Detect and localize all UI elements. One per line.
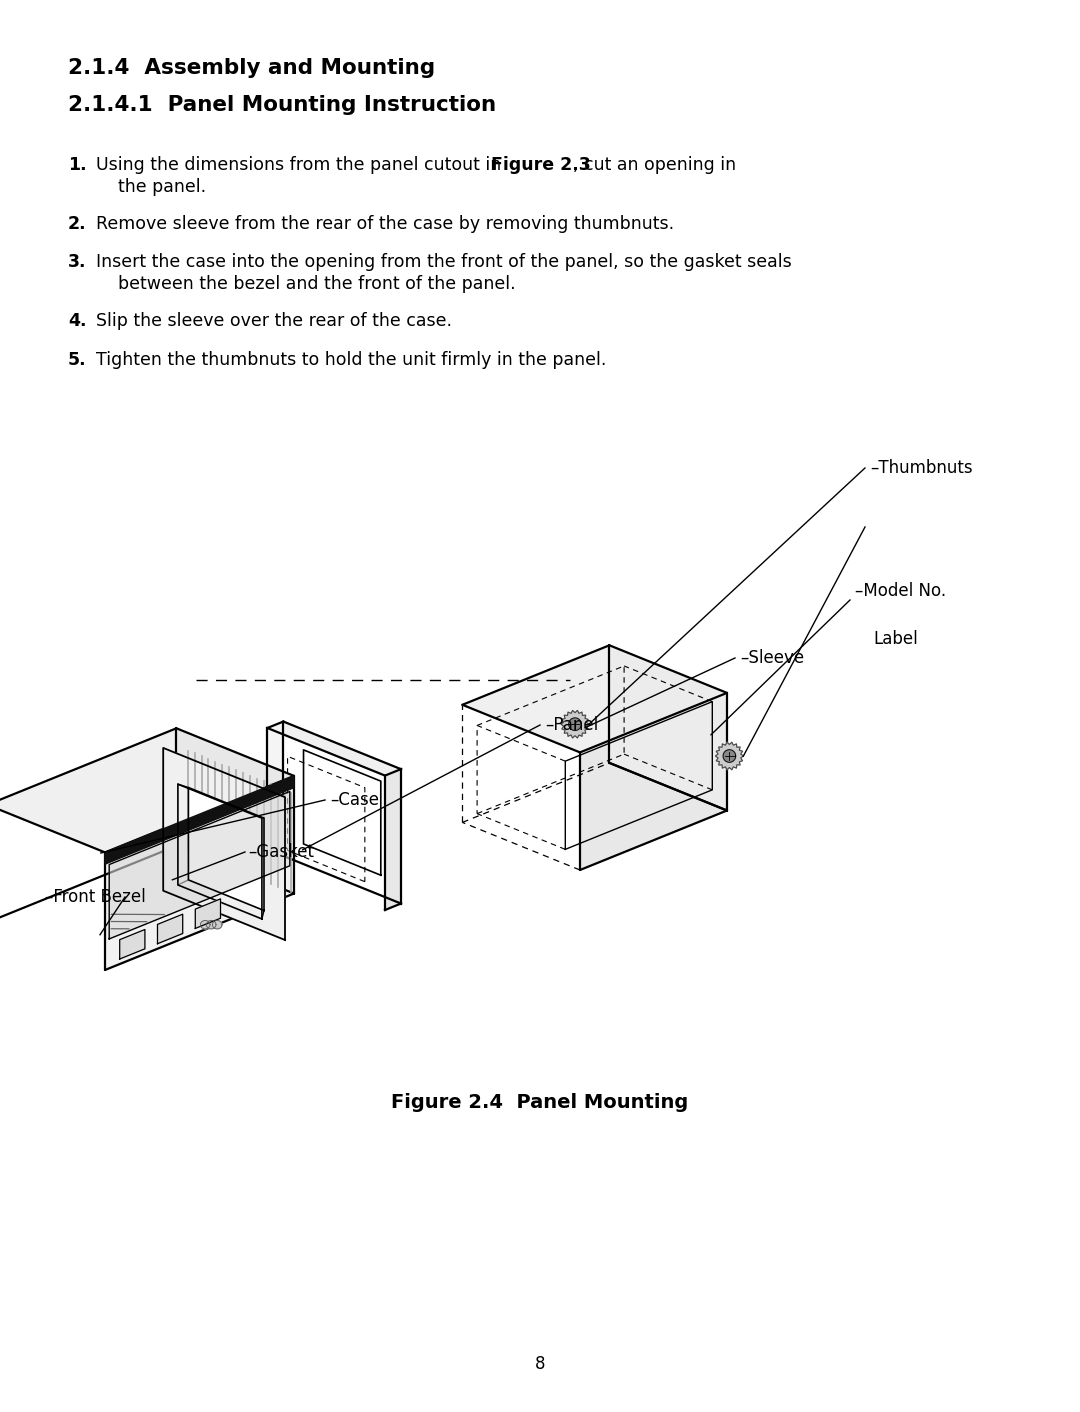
Text: Using the dimensions from the panel cutout in: Using the dimensions from the panel cuto… bbox=[96, 155, 507, 174]
Polygon shape bbox=[206, 921, 216, 929]
Text: 2.1.4.1  Panel Mounting Instruction: 2.1.4.1 Panel Mounting Instruction bbox=[68, 95, 496, 114]
Text: –Sleeve: –Sleeve bbox=[740, 650, 805, 666]
Text: Remove sleeve from the rear of the case by removing thumbnuts.: Remove sleeve from the rear of the case … bbox=[96, 215, 674, 233]
Polygon shape bbox=[724, 750, 735, 762]
Text: between the bezel and the front of the panel.: between the bezel and the front of the p… bbox=[118, 275, 515, 294]
Polygon shape bbox=[384, 770, 401, 909]
Polygon shape bbox=[0, 729, 294, 853]
Polygon shape bbox=[188, 788, 264, 911]
Polygon shape bbox=[163, 748, 285, 940]
Text: 3.: 3. bbox=[68, 253, 86, 271]
Text: –Thumbnuts: –Thumbnuts bbox=[870, 459, 973, 477]
Polygon shape bbox=[105, 777, 294, 970]
Polygon shape bbox=[213, 921, 222, 929]
Polygon shape bbox=[268, 722, 283, 863]
Text: Tighten the thumbnuts to hold the unit firmly in the panel.: Tighten the thumbnuts to hold the unit f… bbox=[96, 352, 606, 369]
Polygon shape bbox=[201, 921, 210, 929]
Text: the panel.: the panel. bbox=[118, 178, 206, 196]
Text: 8: 8 bbox=[535, 1356, 545, 1372]
Text: –Front Bezel: –Front Bezel bbox=[45, 888, 146, 907]
Text: 4.: 4. bbox=[68, 312, 86, 330]
Text: –Panel: –Panel bbox=[545, 716, 598, 734]
Polygon shape bbox=[715, 743, 743, 770]
Text: Slip the sleeve over the rear of the case.: Slip the sleeve over the rear of the cas… bbox=[96, 312, 453, 330]
Polygon shape bbox=[609, 645, 727, 810]
Polygon shape bbox=[158, 914, 183, 943]
Polygon shape bbox=[109, 792, 289, 939]
Polygon shape bbox=[120, 929, 145, 959]
Text: –Case: –Case bbox=[330, 791, 379, 809]
Text: 1.: 1. bbox=[68, 155, 86, 174]
Polygon shape bbox=[268, 722, 401, 775]
Text: 2.: 2. bbox=[68, 215, 86, 233]
Polygon shape bbox=[176, 729, 294, 894]
Text: , cut an opening in: , cut an opening in bbox=[573, 155, 737, 174]
Text: Figure 2.3: Figure 2.3 bbox=[491, 155, 591, 174]
Text: Figure 2.4  Panel Mounting: Figure 2.4 Panel Mounting bbox=[391, 1093, 689, 1113]
Polygon shape bbox=[569, 717, 581, 730]
Text: Insert the case into the opening from the front of the panel, so the gasket seal: Insert the case into the opening from th… bbox=[96, 253, 792, 271]
Text: 2.1.4  Assembly and Mounting: 2.1.4 Assembly and Mounting bbox=[68, 58, 435, 78]
Text: 5.: 5. bbox=[68, 352, 86, 369]
Polygon shape bbox=[580, 693, 727, 870]
Text: Label: Label bbox=[873, 630, 918, 648]
Text: –Model No.: –Model No. bbox=[855, 582, 946, 600]
Polygon shape bbox=[105, 777, 294, 864]
Polygon shape bbox=[462, 645, 727, 753]
Polygon shape bbox=[561, 710, 589, 738]
Text: –Gasket: –Gasket bbox=[248, 843, 314, 861]
Polygon shape bbox=[195, 899, 220, 929]
